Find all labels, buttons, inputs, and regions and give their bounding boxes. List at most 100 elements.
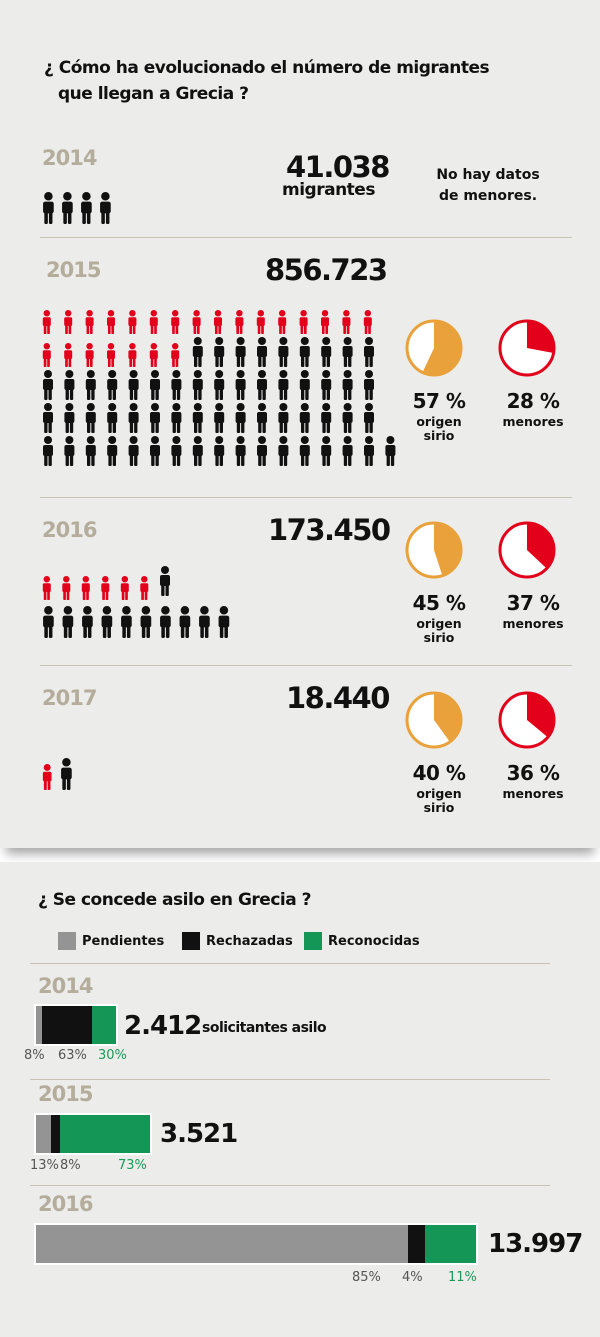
bar-2016-pending	[36, 1225, 408, 1263]
migrant-icon	[107, 436, 118, 466]
migrant-icon	[342, 370, 353, 400]
minor-icon	[171, 310, 180, 334]
bar-year-2016: 2016	[38, 1192, 93, 1216]
pct-2015-pending: 13%	[30, 1158, 59, 1173]
minor-icon	[85, 343, 94, 367]
minor-icon	[342, 310, 351, 334]
migrant-icon	[192, 370, 203, 400]
migrant-icon	[179, 606, 191, 638]
migrant-icon	[62, 192, 73, 224]
migrant-icon	[321, 370, 332, 400]
minor-icon	[62, 576, 71, 600]
migrant-icon	[171, 370, 182, 400]
pct-2014-pending: 8%	[24, 1048, 45, 1063]
migrant-icon	[100, 192, 111, 224]
migrant-icon	[64, 436, 75, 466]
pct-2016-pending: 85%	[352, 1270, 381, 1285]
migrant-icon	[299, 370, 310, 400]
migrant-icon	[192, 436, 203, 466]
minor-icon	[107, 310, 115, 334]
migrant-icon	[61, 758, 72, 790]
migrant-icon	[107, 370, 118, 400]
minors-pie-2015-slice	[527, 321, 554, 354]
migrant-icon	[214, 337, 225, 367]
migrant-icon	[299, 403, 310, 433]
migrant-icon	[364, 370, 374, 400]
syrian-pie-2017-slice	[434, 693, 461, 742]
migrant-icon	[321, 436, 332, 466]
migrant-icons-2016	[42, 566, 230, 638]
migrant-icon	[43, 606, 54, 638]
pct-2015-recognized: 73%	[118, 1158, 147, 1173]
bar-2015-pending	[36, 1115, 51, 1153]
asylum-bar-2016	[34, 1223, 478, 1265]
legend-swatch-recognized	[304, 932, 322, 950]
migrant-icon	[160, 566, 170, 596]
syrian-pct-2017: 40 %	[412, 761, 466, 785]
bar-2014-rejected	[42, 1006, 92, 1044]
minors-pie-2015	[498, 319, 556, 377]
pct-2014-recognized: 30%	[98, 1048, 127, 1063]
divider	[40, 237, 572, 238]
migrant-icon	[299, 436, 310, 466]
migrant-icon	[235, 337, 246, 367]
year-2014: 2014	[42, 146, 97, 170]
bar-total-2014: 2.412	[124, 1011, 202, 1041]
bar-total-2016: 13.997	[488, 1229, 583, 1259]
migrant-icons-2014	[43, 192, 111, 224]
no-data-line1: No hay datos	[436, 167, 540, 183]
legend-recognized: Reconocidas	[304, 932, 420, 950]
migrant-icon	[364, 403, 374, 433]
migrant-icon	[278, 337, 289, 367]
minor-icon	[214, 310, 222, 334]
migrant-icon	[214, 370, 225, 400]
minor-icon	[149, 310, 158, 334]
divider	[40, 497, 572, 498]
bar-2016-recognized	[425, 1225, 476, 1263]
migrant-icon	[82, 606, 93, 638]
year-2016: 2016	[42, 518, 97, 542]
bar-2015-rejected	[50, 1115, 60, 1153]
migrant-icon	[235, 436, 246, 466]
minor-icon	[42, 310, 51, 334]
legend-swatch-pending	[58, 932, 76, 950]
minors-label-2017: menores	[502, 786, 564, 801]
total-2014: 41.038	[286, 150, 390, 184]
migrant-icon	[43, 370, 53, 400]
migrant-icon	[171, 436, 182, 466]
migrant-icon	[140, 606, 152, 638]
migrant-icon	[121, 606, 132, 638]
syrian-pct-2016: 45 %	[412, 591, 466, 615]
minors-pie-2016	[498, 521, 556, 579]
minors-pct-2016: 37 %	[506, 591, 560, 615]
minor-icon	[363, 310, 372, 334]
divider	[40, 665, 572, 666]
minors-pie-2017-slice	[527, 693, 554, 738]
migrant-icon	[235, 370, 246, 400]
syrian-pie-2017	[405, 691, 463, 749]
year-2017: 2017	[42, 686, 97, 710]
syrian-label-2015: origen sirio	[416, 414, 462, 443]
minors-label-2015: menores	[502, 414, 564, 429]
asylum-bar-2015	[34, 1113, 152, 1155]
minor-icon	[321, 310, 329, 334]
migrant-icon	[43, 436, 53, 466]
minors-pie-2016-slice	[527, 523, 554, 569]
bar-2015-recognized	[59, 1115, 150, 1153]
minor-icon	[42, 764, 52, 790]
minor-icon	[235, 310, 244, 334]
asylum-bar-2014	[34, 1004, 118, 1046]
bar-unit-2014: solicitantes asilo	[202, 1020, 327, 1036]
syrian-pct-2015: 57 %	[412, 389, 466, 413]
migrant-icon	[150, 370, 160, 400]
migrant-icon	[321, 403, 332, 433]
bar-2014-pending	[36, 1006, 43, 1044]
year-2015: 2015	[46, 258, 101, 282]
migrant-icon	[171, 403, 182, 433]
minor-icon	[128, 343, 137, 367]
migrant-icon	[62, 606, 74, 638]
migrants-title-line1: ¿ Cómo ha evolucionado el número de migr…	[44, 58, 490, 78]
migrant-icon	[81, 192, 92, 224]
migrant-icon	[192, 337, 203, 367]
asylum-panel: ¿ Se concede asilo en Grecia ? Pendiente…	[0, 862, 600, 1337]
